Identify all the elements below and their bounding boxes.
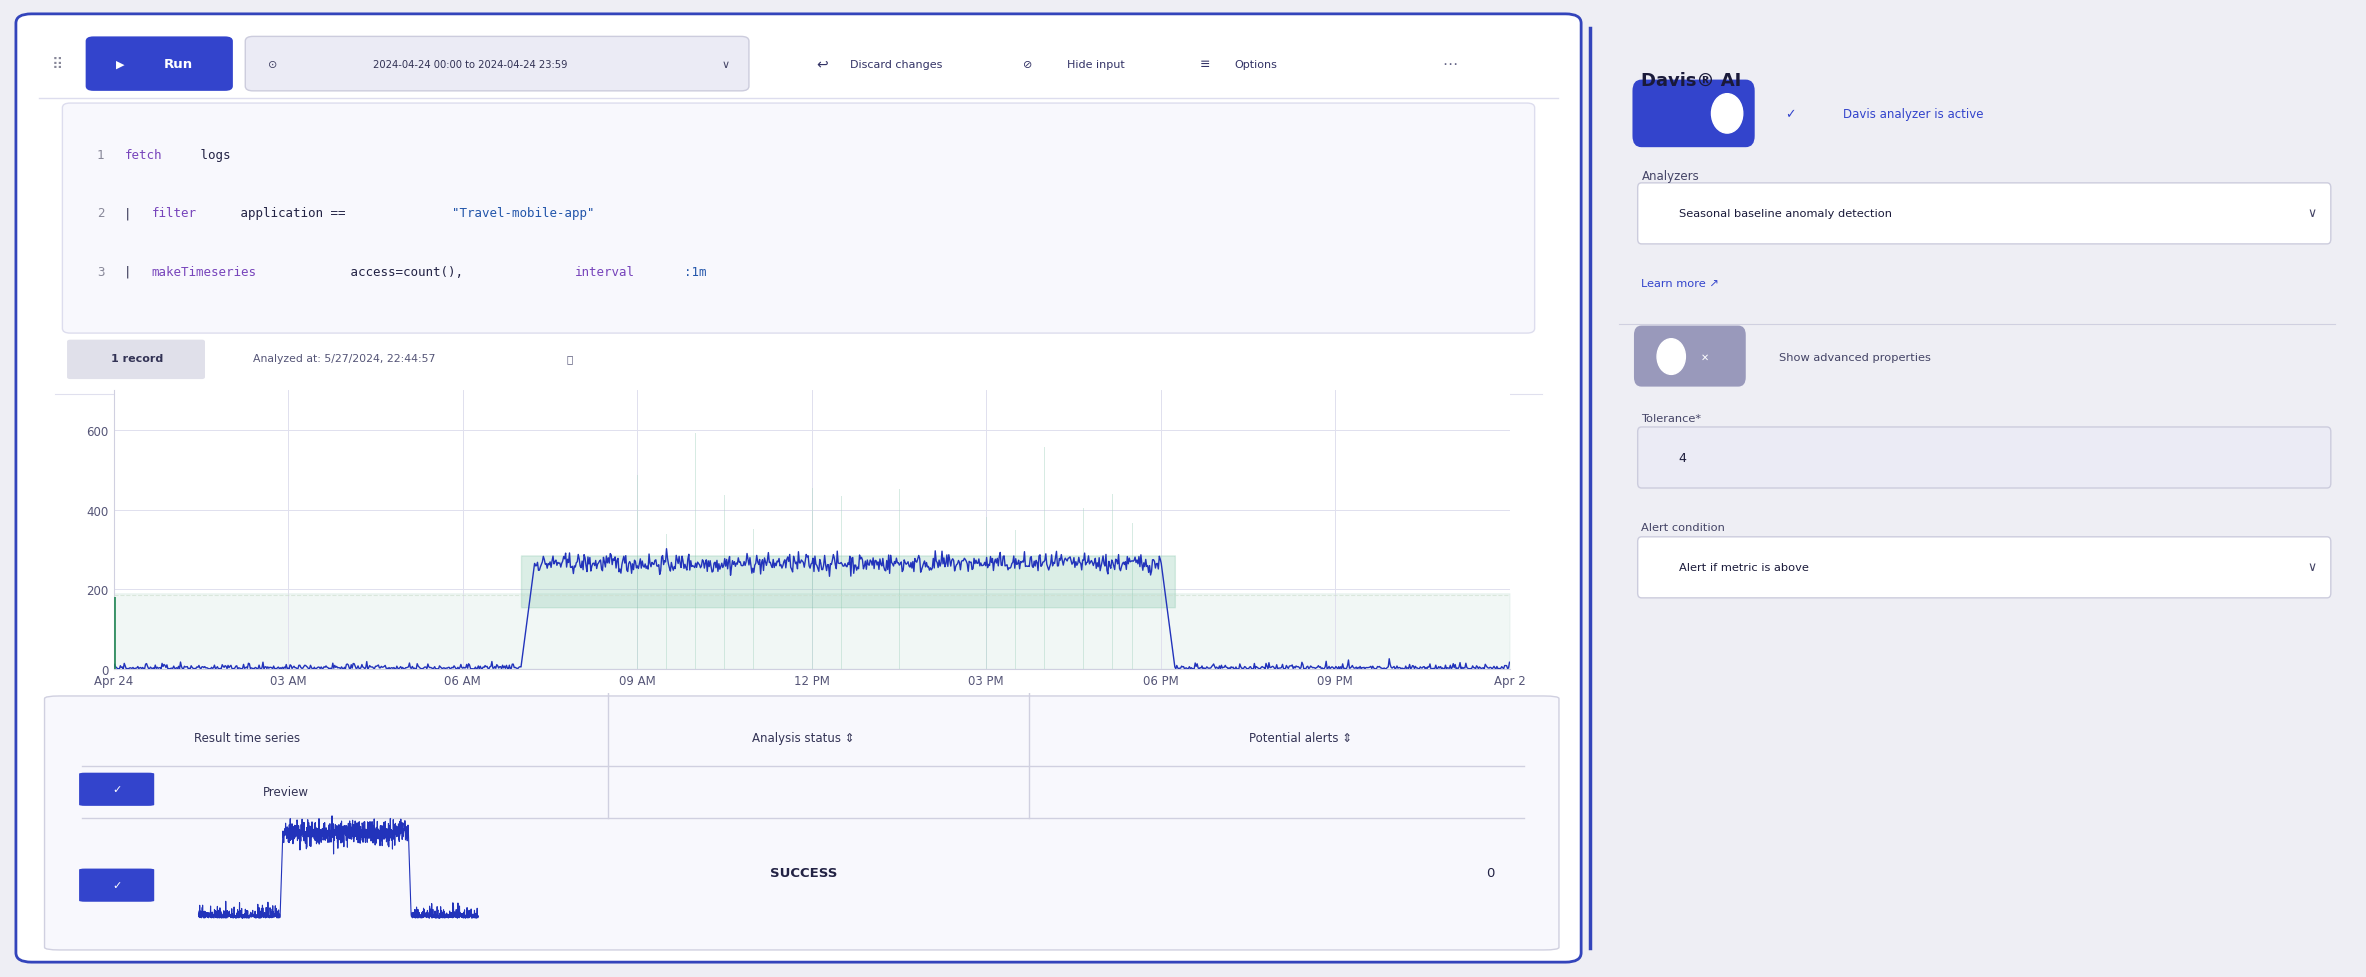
Text: ∨: ∨ — [2307, 561, 2316, 573]
Text: 2024-04-24 00:00 to 2024-04-24 23:59: 2024-04-24 00:00 to 2024-04-24 23:59 — [374, 60, 568, 69]
Text: access=count(),: access=count(), — [343, 266, 471, 278]
Text: ∨: ∨ — [2307, 207, 2316, 220]
Text: ≡: ≡ — [1200, 58, 1209, 71]
Text: logs: logs — [192, 149, 230, 162]
Text: Davis analyzer is active: Davis analyzer is active — [1843, 107, 1983, 121]
Text: ⓘ: ⓘ — [565, 354, 573, 364]
Text: Davis® AI: Davis® AI — [1642, 71, 1741, 90]
Text: Alert if metric is above: Alert if metric is above — [1680, 563, 1808, 573]
Text: Seasonal baseline anomaly detection: Seasonal baseline anomaly detection — [1680, 209, 1893, 219]
Text: filter: filter — [151, 207, 196, 220]
FancyBboxPatch shape — [78, 869, 154, 902]
Text: ⋯: ⋯ — [1441, 57, 1457, 72]
FancyBboxPatch shape — [1637, 537, 2331, 598]
Text: SUCCESS: SUCCESS — [769, 866, 838, 878]
Text: 1 record: 1 record — [111, 354, 163, 364]
Text: Analysis status ⇕: Analysis status ⇕ — [752, 731, 854, 744]
Text: :1m: :1m — [684, 266, 705, 278]
Circle shape — [1711, 95, 1744, 134]
Text: ✓: ✓ — [111, 785, 121, 794]
FancyBboxPatch shape — [1637, 184, 2331, 244]
Text: ⠿: ⠿ — [52, 57, 64, 72]
Text: Alert condition: Alert condition — [1642, 523, 1725, 532]
FancyBboxPatch shape — [45, 697, 1559, 950]
Text: Run: Run — [163, 58, 194, 71]
Text: ↩: ↩ — [816, 58, 828, 71]
Text: 0: 0 — [1486, 866, 1495, 878]
Text: 1: 1 — [97, 149, 104, 162]
Text: fetch: fetch — [125, 149, 161, 162]
Text: Options: Options — [1235, 60, 1278, 69]
Text: ⊙: ⊙ — [267, 60, 277, 69]
Text: ✕: ✕ — [1701, 352, 1708, 362]
Text: ∨: ∨ — [722, 60, 729, 69]
Text: Potential alerts ⇕: Potential alerts ⇕ — [1249, 731, 1351, 744]
Text: 3: 3 — [97, 266, 104, 278]
Text: Discard changes: Discard changes — [849, 60, 942, 69]
Text: interval: interval — [575, 266, 634, 278]
Text: "Travel-mobile-app": "Travel-mobile-app" — [452, 207, 594, 220]
FancyBboxPatch shape — [1637, 428, 2331, 488]
Text: ▶: ▶ — [116, 60, 123, 69]
Text: Show advanced properties: Show advanced properties — [1779, 352, 1931, 362]
Text: Result time series: Result time series — [194, 731, 300, 744]
Text: Preview: Preview — [263, 786, 308, 798]
Text: application ==: application == — [234, 207, 353, 220]
FancyBboxPatch shape — [85, 37, 232, 92]
Circle shape — [1656, 339, 1685, 375]
FancyBboxPatch shape — [17, 15, 1580, 962]
FancyBboxPatch shape — [62, 104, 1536, 334]
Text: 2: 2 — [97, 207, 104, 220]
FancyBboxPatch shape — [1633, 80, 1756, 149]
Text: Analyzed at: 5/27/2024, 22:44:57: Analyzed at: 5/27/2024, 22:44:57 — [253, 354, 435, 364]
FancyBboxPatch shape — [78, 773, 154, 806]
Text: Hide input: Hide input — [1067, 60, 1124, 69]
Text: makeTimeseries: makeTimeseries — [151, 266, 256, 278]
FancyBboxPatch shape — [246, 37, 750, 92]
FancyBboxPatch shape — [1635, 326, 1746, 387]
Text: ⊘: ⊘ — [1022, 60, 1032, 69]
FancyBboxPatch shape — [66, 340, 206, 380]
Bar — [114, 598, 116, 669]
Text: Tolerance*: Tolerance* — [1642, 413, 1701, 423]
Text: |: | — [125, 207, 140, 220]
Text: ✓: ✓ — [111, 880, 121, 890]
Text: 4: 4 — [1680, 451, 1687, 464]
Text: Analyzers: Analyzers — [1642, 170, 1699, 183]
Text: |: | — [125, 266, 140, 278]
Text: Learn more ↗: Learn more ↗ — [1642, 279, 1720, 289]
Text: ✓: ✓ — [1786, 107, 1796, 121]
